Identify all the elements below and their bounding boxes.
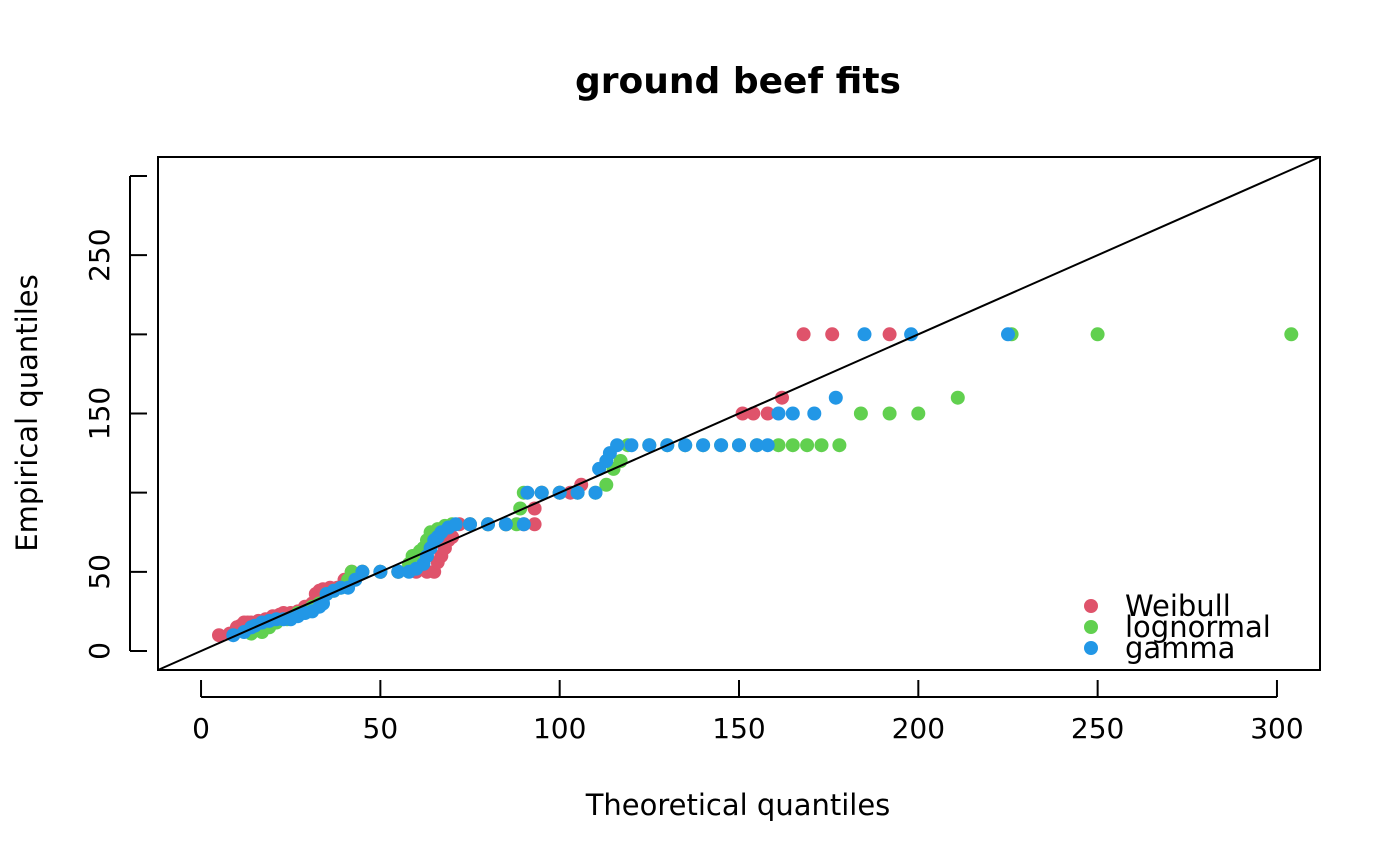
points-layer	[212, 327, 1299, 643]
legend-marker-gamma	[1084, 641, 1098, 655]
point-weibull-50	[796, 327, 811, 342]
point-gamma-57	[828, 390, 843, 405]
legend-label-gamma: gamma	[1125, 631, 1235, 665]
point-gamma-50	[714, 438, 729, 453]
point-lognormal-53	[832, 438, 847, 453]
x-tick-label-250: 250	[1071, 712, 1124, 745]
chart-title: ground beef fits	[575, 61, 901, 102]
point-gamma-45	[624, 438, 639, 453]
x-tick-label-100: 100	[533, 712, 586, 745]
point-gamma-34	[498, 517, 513, 532]
point-lognormal-55	[882, 406, 897, 421]
point-weibull-0	[212, 628, 226, 643]
point-lognormal-60	[1284, 327, 1299, 342]
point-gamma-59	[904, 327, 919, 342]
point-gamma-51	[732, 438, 746, 453]
point-gamma-44	[610, 438, 625, 453]
point-lognormal-50	[785, 438, 800, 453]
point-lognormal-38	[599, 477, 614, 492]
y-tick-label-50: 50	[83, 554, 116, 590]
x-axis: 0 50 100 150 200 250 300	[192, 680, 1304, 745]
point-gamma-53	[760, 438, 775, 453]
point-gamma-35	[516, 517, 531, 532]
point-gamma-36	[520, 485, 535, 500]
point-gamma-55	[785, 406, 800, 421]
y-tick-label-250: 250	[83, 228, 116, 281]
point-gamma-49	[696, 438, 711, 453]
reference-line-layer	[157, 156, 1321, 671]
legend-label-weibull: Weibull	[1125, 589, 1231, 623]
series-gamma	[226, 327, 1015, 643]
legend-marker-lognormal	[1084, 620, 1098, 634]
x-tick-label-150: 150	[712, 712, 765, 745]
point-lognormal-54	[853, 406, 868, 421]
point-lognormal-49	[771, 438, 786, 453]
point-gamma-19	[355, 564, 370, 579]
x-tick-label-200: 200	[892, 712, 945, 745]
y-axis: 0 50 150 250	[83, 175, 147, 660]
point-gamma-48	[678, 438, 693, 453]
point-weibull-47	[746, 406, 761, 421]
plot-frame	[157, 156, 1321, 671]
x-axis-label: Theoretical quantiles	[585, 788, 891, 822]
y-axis-label: Empirical quantiles	[10, 274, 44, 551]
point-gamma-60	[1001, 327, 1015, 342]
point-gamma-31	[448, 517, 463, 532]
point-lognormal-57	[950, 390, 965, 405]
legend-label-lognormal: lognormal	[1125, 610, 1271, 644]
axes-layer: 0 50 100 150 200 250 300 0 50 150 250	[83, 175, 1304, 745]
point-weibull-52	[882, 327, 897, 342]
point-weibull-49	[775, 390, 789, 405]
series-weibull	[212, 327, 897, 643]
point-lognormal-51	[800, 438, 815, 453]
point-gamma-21	[391, 564, 406, 579]
x-tick-label-300: 300	[1250, 712, 1303, 745]
point-gamma-46	[642, 438, 657, 453]
point-gamma-40	[588, 485, 603, 500]
y-tick-label-150: 150	[83, 387, 116, 440]
legend-marker-weibull	[1084, 599, 1098, 613]
x-tick-label-0: 0	[192, 712, 210, 745]
x-tick-label-50: 50	[363, 712, 399, 745]
point-gamma-58	[857, 327, 872, 342]
point-gamma-32	[463, 517, 477, 532]
point-lognormal-59	[1090, 327, 1105, 342]
point-lognormal-52	[814, 438, 829, 453]
point-gamma-56	[807, 406, 822, 421]
reference-line	[157, 156, 1321, 671]
point-gamma-54	[771, 406, 786, 421]
point-gamma-37	[534, 485, 549, 500]
point-gamma-52	[749, 438, 764, 453]
point-weibull-51	[825, 327, 840, 342]
y-tick-label-0: 0	[83, 642, 116, 660]
point-weibull-48	[760, 406, 775, 421]
point-lognormal-56	[911, 406, 926, 421]
point-weibull-40	[527, 517, 542, 532]
point-gamma-39	[570, 485, 585, 500]
